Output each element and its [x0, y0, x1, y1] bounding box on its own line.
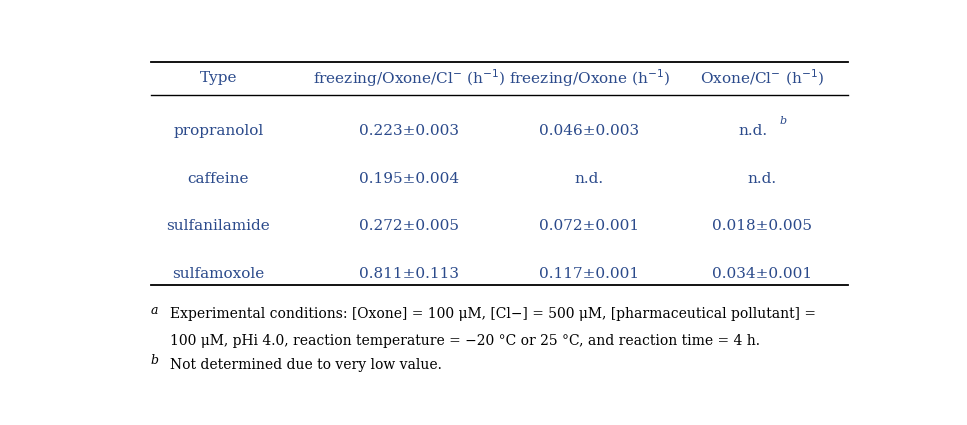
- Text: Oxone/Cl$^{-}$ (h$^{-1}$): Oxone/Cl$^{-}$ (h$^{-1}$): [699, 68, 824, 88]
- Text: sulfamoxole: sulfamoxole: [172, 266, 264, 281]
- Text: 0.046±0.003: 0.046±0.003: [540, 124, 639, 138]
- Text: 0.223±0.003: 0.223±0.003: [360, 124, 459, 138]
- Text: 0.811±0.113: 0.811±0.113: [360, 266, 459, 281]
- Text: 0.018±0.005: 0.018±0.005: [712, 219, 811, 233]
- Text: 0.272±0.005: 0.272±0.005: [360, 219, 459, 233]
- Text: 100 μM, pHi 4.0, reaction temperature = −20 °C or 25 °C, and reaction time = 4 h: 100 μM, pHi 4.0, reaction temperature = …: [169, 334, 760, 348]
- Text: 0.034±0.001: 0.034±0.001: [712, 266, 811, 281]
- Text: 0.195±0.004: 0.195±0.004: [360, 172, 459, 186]
- Text: freezing/Oxone/Cl$^{-}$ (h$^{-1}$): freezing/Oxone/Cl$^{-}$ (h$^{-1}$): [313, 67, 506, 89]
- Text: caffeine: caffeine: [188, 172, 249, 186]
- Text: Type: Type: [199, 71, 237, 85]
- Text: b: b: [151, 354, 159, 367]
- Text: Not determined due to very low value.: Not determined due to very low value.: [169, 357, 442, 371]
- Text: a: a: [151, 304, 159, 317]
- Text: 0.072±0.001: 0.072±0.001: [540, 219, 639, 233]
- Text: n.d.: n.d.: [747, 172, 777, 186]
- Text: propranolol: propranolol: [173, 124, 263, 138]
- Text: n.d.: n.d.: [574, 172, 603, 186]
- Text: 0.117±0.001: 0.117±0.001: [540, 266, 639, 281]
- Text: freezing/Oxone (h$^{-1}$): freezing/Oxone (h$^{-1}$): [509, 67, 670, 89]
- Text: Experimental conditions: [Oxone] = 100 μM, [Cl−] = 500 μM, [pharmaceutical pollu: Experimental conditions: [Oxone] = 100 μ…: [169, 307, 815, 321]
- Text: sulfanilamide: sulfanilamide: [166, 219, 270, 233]
- Text: n.d.: n.d.: [738, 124, 767, 138]
- Text: b: b: [779, 116, 786, 126]
